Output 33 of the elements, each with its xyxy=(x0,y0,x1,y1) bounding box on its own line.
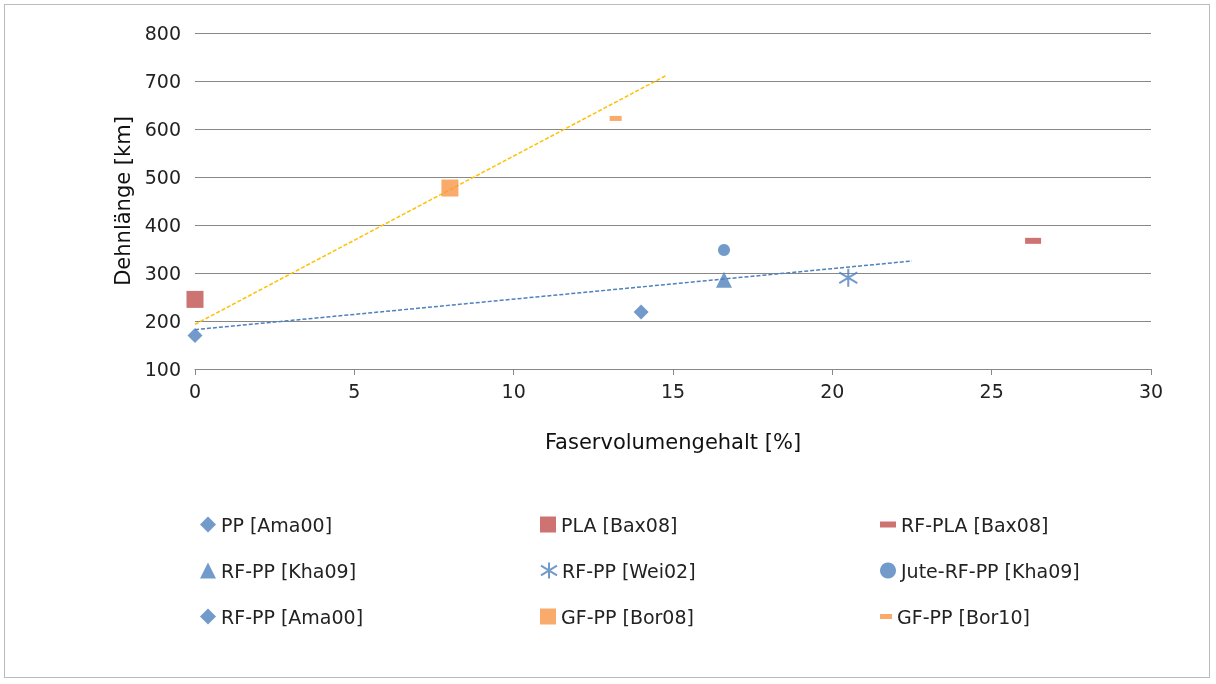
legend-label: Jute-RF-PP [Kha09] xyxy=(900,559,1080,582)
x-tick-label: 15 xyxy=(660,379,686,402)
x-tick-label: 30 xyxy=(1138,379,1164,402)
y-tick-label: 100 xyxy=(144,358,181,380)
y-tick-label: 400 xyxy=(144,214,181,236)
point xyxy=(633,304,649,320)
legend-label: GF-PP [Bor08] xyxy=(561,605,694,628)
point xyxy=(186,290,204,308)
point xyxy=(715,271,732,288)
legend-label: RF-PP [Wei02] xyxy=(562,559,696,582)
legend-label: RF-PP [Kha09] xyxy=(221,559,357,582)
point xyxy=(441,179,459,197)
y-axis-title: Dehnlänge [km] xyxy=(110,116,135,286)
legend-label: PP [Ama00] xyxy=(221,513,333,536)
y-tick-label: 600 xyxy=(144,118,181,140)
x-tick-label: 0 xyxy=(188,379,202,402)
legend-label: RF-PP [Ama00] xyxy=(221,605,364,628)
y-tick-label: 200 xyxy=(144,310,181,332)
point xyxy=(838,267,859,288)
legend-label: PLA [Bax08] xyxy=(561,513,678,536)
y-tick-label: 700 xyxy=(144,70,181,92)
x-axis-title: Faservolumengehalt [%] xyxy=(544,429,802,454)
y-tick-label: 300 xyxy=(144,262,181,284)
x-tick-label: 25 xyxy=(979,379,1004,402)
legend-label: RF-PLA [Bax08] xyxy=(901,513,1049,536)
y-tick-label: 800 xyxy=(144,22,181,44)
point xyxy=(187,327,203,343)
x-tick-label: 20 xyxy=(820,379,845,402)
point xyxy=(718,243,730,256)
x-tick-label: 10 xyxy=(501,379,526,402)
x-tick-label: 5 xyxy=(348,379,361,402)
legend-label: GF-PP [Bor10] xyxy=(897,605,1030,628)
y-tick-label: 500 xyxy=(144,166,181,188)
